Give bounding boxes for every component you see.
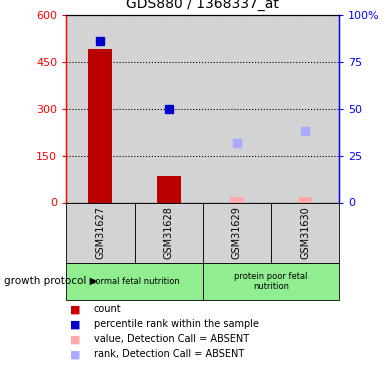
Text: percentile rank within the sample: percentile rank within the sample bbox=[94, 320, 259, 329]
Bar bbox=[203, 15, 271, 202]
Text: count: count bbox=[94, 304, 121, 314]
Bar bbox=[66, 15, 135, 202]
Bar bbox=[66, 262, 203, 300]
Bar bbox=[66, 202, 135, 262]
Bar bbox=[135, 15, 203, 202]
Bar bbox=[271, 15, 339, 202]
Text: normal fetal nutrition: normal fetal nutrition bbox=[90, 277, 179, 286]
Title: GDS880 / 1368337_at: GDS880 / 1368337_at bbox=[126, 0, 279, 11]
Bar bbox=[135, 202, 203, 262]
Text: GSM31628: GSM31628 bbox=[164, 206, 174, 259]
Text: rank, Detection Call = ABSENT: rank, Detection Call = ABSENT bbox=[94, 350, 244, 359]
Text: ■: ■ bbox=[70, 350, 81, 359]
Text: growth protocol ▶: growth protocol ▶ bbox=[4, 276, 98, 286]
Bar bbox=[157, 176, 181, 203]
Text: GSM31630: GSM31630 bbox=[300, 206, 310, 259]
Text: protein poor fetal
nutrition: protein poor fetal nutrition bbox=[234, 272, 308, 291]
Bar bbox=[298, 197, 312, 202]
Text: value, Detection Call = ABSENT: value, Detection Call = ABSENT bbox=[94, 334, 249, 344]
Text: ■: ■ bbox=[70, 320, 81, 329]
Bar bbox=[89, 50, 112, 202]
Text: GSM31627: GSM31627 bbox=[96, 206, 105, 259]
Bar bbox=[203, 262, 339, 300]
Bar bbox=[230, 197, 244, 202]
Text: ■: ■ bbox=[70, 334, 81, 344]
Text: ■: ■ bbox=[70, 304, 81, 314]
Text: GSM31629: GSM31629 bbox=[232, 206, 242, 259]
Bar bbox=[203, 202, 271, 262]
Bar bbox=[271, 202, 339, 262]
